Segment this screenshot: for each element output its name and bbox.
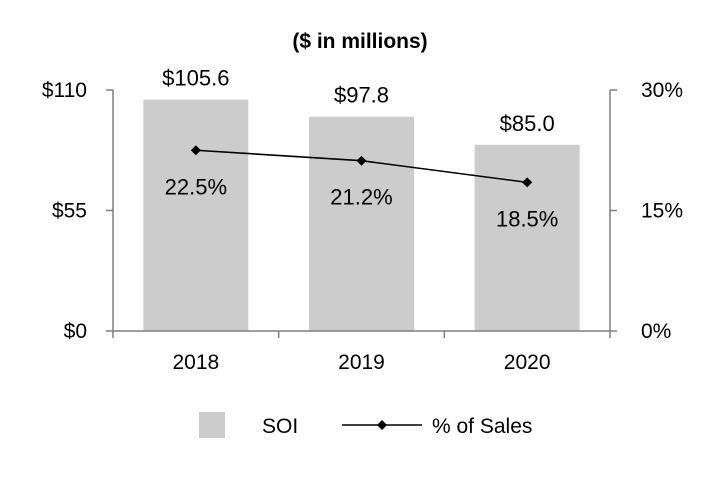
left-tick-label: $0 [64, 320, 87, 343]
legend: SOI % of Sales [199, 412, 532, 438]
line-point-2018 [190, 145, 201, 156]
right-tick-label: 0% [641, 320, 671, 343]
legend-marker-pct [377, 420, 387, 430]
line-point-2020 [522, 177, 533, 188]
bar-soi-2019 [309, 116, 414, 331]
line-point-2019 [356, 155, 367, 166]
legend-label-soi: SOI [262, 415, 298, 438]
left-tick-label: $110 [42, 79, 87, 102]
x-tick-label: 2019 [338, 351, 385, 374]
x-tick-label: 2018 [172, 351, 219, 374]
legend-label-pct: % of Sales [432, 415, 532, 438]
plot-area: $105.6 $97.8 $85.0 $0 $55 $110 0% 15% 30% 2018 201… [42, 66, 683, 374]
bar-value-label: $97.8 [334, 83, 389, 108]
left-tick-label: $55 [52, 200, 87, 223]
x-tick-label: 2020 [504, 351, 551, 374]
bar-value-label: $105.6 [162, 66, 229, 91]
bar-value-label: $85.0 [500, 111, 555, 136]
bar-soi-2018 [143, 99, 249, 331]
line-value-label: 21.2% [330, 185, 392, 210]
right-tick-label: 30% [641, 79, 683, 102]
chart-title: ($ in millions) [292, 30, 427, 53]
line-value-label: 18.5% [496, 206, 558, 231]
bar-soi-2020 [474, 144, 580, 331]
line-value-label: 22.5% [165, 174, 227, 199]
right-tick-label: 15% [641, 200, 683, 223]
legend-swatch-soi [199, 412, 225, 438]
